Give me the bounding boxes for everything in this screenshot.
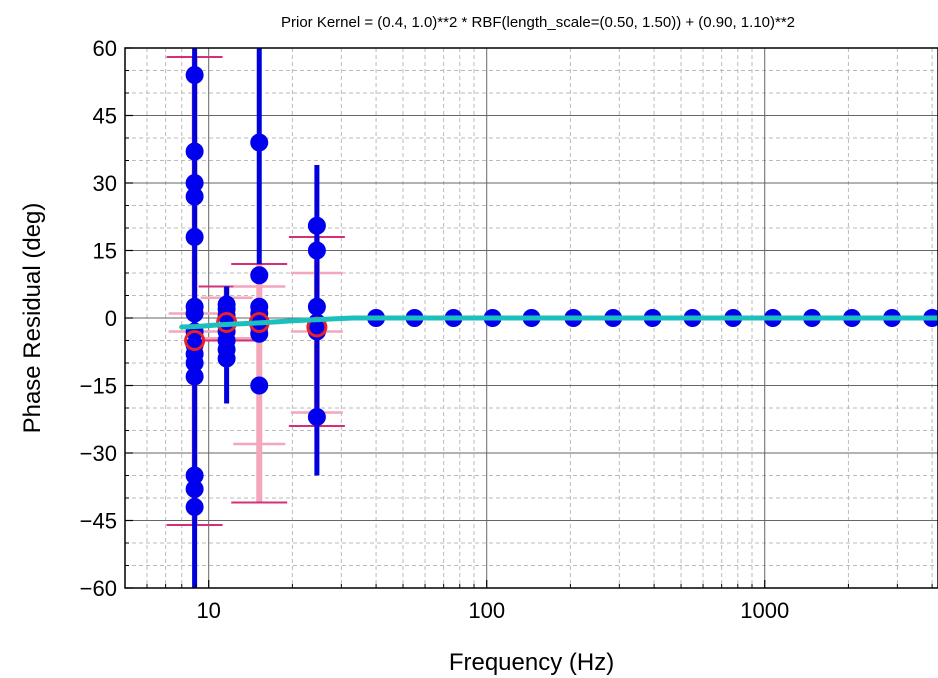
measurement-point [185,480,204,498]
x-tick-label: 10 [196,598,220,623]
gpr-fit-line [179,315,938,330]
measurement-point [185,174,204,192]
measurement-point [307,408,326,426]
y-tick-label: 0 [105,306,117,331]
y-tick-label: 15 [93,239,117,264]
measurement-point [307,241,326,260]
plot-area [166,48,938,588]
measurement-point [185,498,204,516]
y-tick-label: −45 [80,509,117,534]
measurement-point [185,228,204,246]
axis-ticks [124,47,933,589]
measurement-point [250,266,269,285]
measurement-point [217,306,236,325]
measurement-point [307,297,326,316]
y-tick-label: −15 [80,374,117,399]
x-tick-label: 1000 [740,598,789,623]
measurement-point [185,466,204,485]
measurement-point [250,133,269,152]
x-tick-label: 100 [468,598,505,623]
tick-labels: 10 100 1000 −60 −45 −30 −15 0 15 30 45 60 [80,36,790,623]
measurement-point [250,376,269,395]
measurement-point [185,354,204,372]
y-tick-label: 45 [93,104,117,129]
y-tick-label: 60 [93,36,117,61]
y-tick-label: 30 [93,171,117,196]
plot-content [166,48,938,588]
mean-point [184,330,206,351]
x-axis-label: Frequency (Hz) [449,649,614,676]
y-tick-label: −30 [80,441,117,466]
measurement-point [185,66,204,84]
measurement-point [217,349,236,368]
y-axis-label: Phase Residual (deg) [19,203,46,434]
measurement-point [185,367,204,386]
measurement-point [185,187,204,206]
measurement-point [307,216,326,235]
measurement-point [185,142,204,161]
y-tick-label: −60 [80,576,117,601]
chart-title: Prior Kernel = (0.4, 1.0)**2 * RBF(lengt… [281,14,795,31]
measurement-point [185,304,204,323]
